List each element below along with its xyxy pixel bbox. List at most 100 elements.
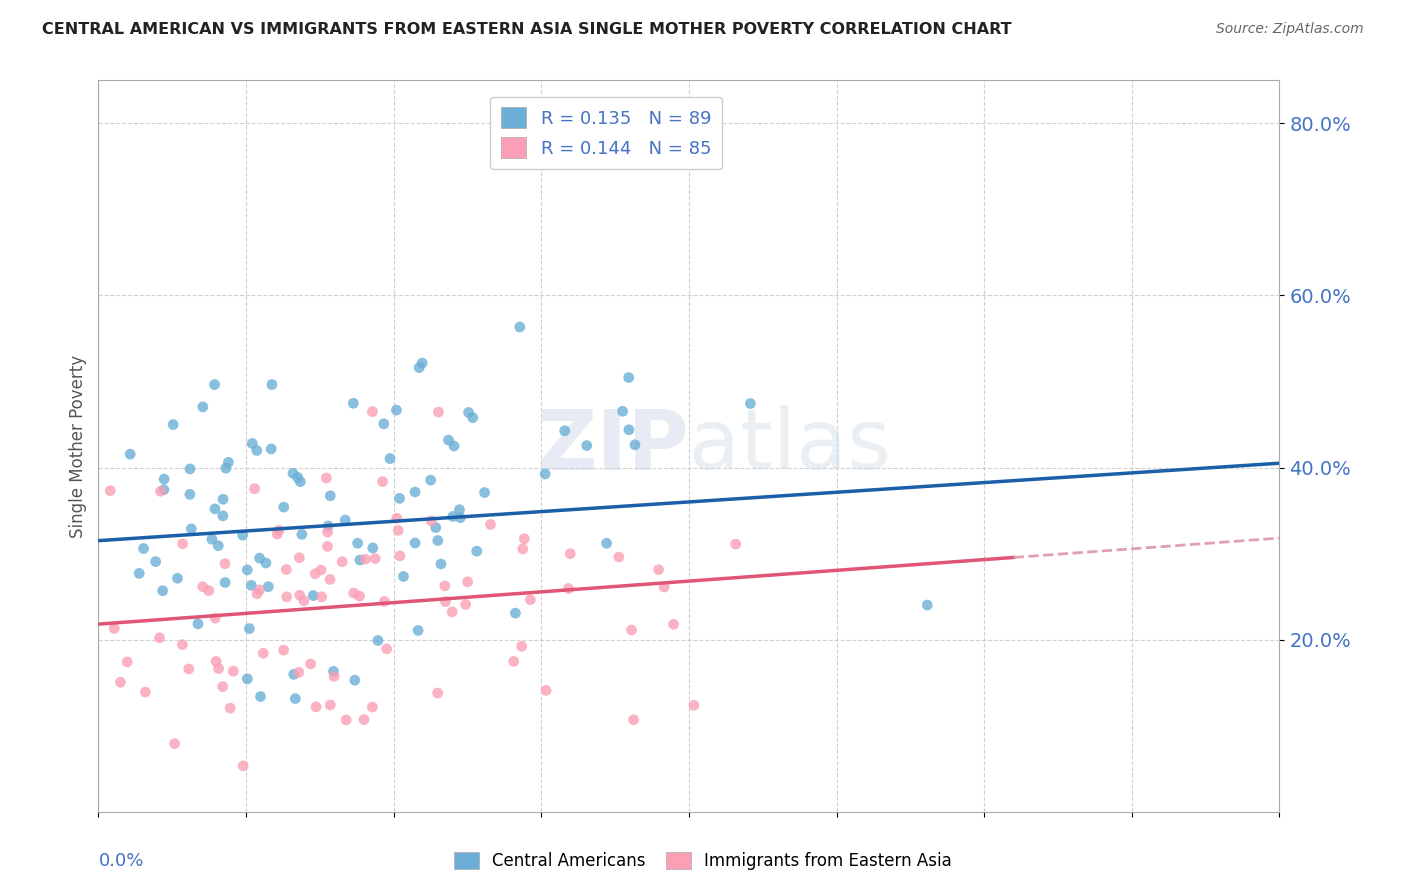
Point [132, 541, 155, 556]
Point [257, 580, 280, 594]
Point [103, 622, 125, 636]
Point [623, 713, 645, 727]
Point [385, 511, 408, 525]
Point [284, 691, 307, 706]
Point [309, 563, 332, 577]
Point [502, 654, 524, 668]
Point [434, 594, 457, 608]
Point [343, 586, 366, 600]
Point [172, 537, 194, 551]
Point [441, 509, 464, 524]
Point [236, 672, 259, 686]
Point [449, 502, 471, 516]
Point [430, 557, 453, 571]
Point [342, 396, 364, 410]
Point [427, 405, 450, 419]
Point [349, 553, 371, 567]
Point [288, 588, 311, 602]
Point [354, 552, 377, 566]
Point [534, 683, 557, 698]
Point [214, 557, 236, 571]
Point [276, 562, 298, 576]
Point [273, 643, 295, 657]
Point [201, 533, 224, 547]
Point [683, 698, 706, 713]
Point [392, 569, 415, 583]
Point [624, 438, 647, 452]
Point [330, 555, 353, 569]
Point [281, 467, 304, 481]
Point [319, 489, 342, 503]
Point [513, 532, 536, 546]
Point [249, 551, 271, 566]
Point [322, 665, 344, 679]
Point [505, 606, 527, 620]
Point [724, 537, 747, 551]
Point [361, 404, 384, 418]
Point [411, 356, 433, 370]
Point [191, 580, 214, 594]
Point [179, 462, 201, 476]
Point [292, 594, 315, 608]
Legend: Central Americans, Immigrants from Eastern Asia: Central Americans, Immigrants from Easte… [447, 845, 959, 877]
Point [98, 483, 121, 498]
Point [311, 590, 333, 604]
Point [387, 524, 409, 538]
Point [346, 536, 368, 550]
Point [197, 583, 219, 598]
Point [425, 520, 447, 534]
Point [461, 410, 484, 425]
Point [420, 514, 443, 528]
Point [222, 664, 245, 678]
Point [512, 541, 534, 556]
Point [273, 500, 295, 515]
Point [316, 519, 339, 533]
Point [240, 578, 263, 592]
Point [560, 547, 582, 561]
Point [153, 472, 176, 486]
Point [219, 701, 242, 715]
Point [287, 470, 309, 484]
Point [120, 447, 142, 461]
Point [212, 492, 235, 507]
Point [246, 443, 269, 458]
Point [290, 475, 312, 489]
Point [353, 713, 375, 727]
Legend: R = 0.135   N = 89, R = 0.144   N = 85: R = 0.135 N = 89, R = 0.144 N = 85 [491, 96, 723, 169]
Point [367, 633, 389, 648]
Point [595, 536, 617, 550]
Point [575, 439, 598, 453]
Point [373, 594, 395, 608]
Point [315, 471, 337, 485]
Point [349, 589, 371, 603]
Point [557, 582, 579, 596]
Point [254, 556, 277, 570]
Text: Source: ZipAtlas.com: Source: ZipAtlas.com [1216, 22, 1364, 37]
Point [207, 662, 229, 676]
Point [457, 574, 479, 589]
Point [519, 592, 541, 607]
Point [534, 467, 557, 481]
Point [419, 473, 441, 487]
Point [364, 551, 387, 566]
Point [276, 590, 298, 604]
Text: 0.0%: 0.0% [98, 852, 143, 870]
Point [302, 589, 325, 603]
Point [152, 583, 174, 598]
Point [288, 550, 311, 565]
Point [217, 455, 239, 469]
Point [252, 646, 274, 660]
Point [662, 617, 685, 632]
Point [443, 439, 465, 453]
Point [617, 423, 640, 437]
Point [267, 523, 290, 537]
Point [361, 541, 384, 555]
Point [617, 370, 640, 384]
Point [246, 587, 269, 601]
Point [149, 484, 172, 499]
Point [406, 624, 429, 638]
Point [426, 686, 449, 700]
Point [115, 655, 138, 669]
Point [304, 566, 326, 581]
Point [647, 563, 669, 577]
